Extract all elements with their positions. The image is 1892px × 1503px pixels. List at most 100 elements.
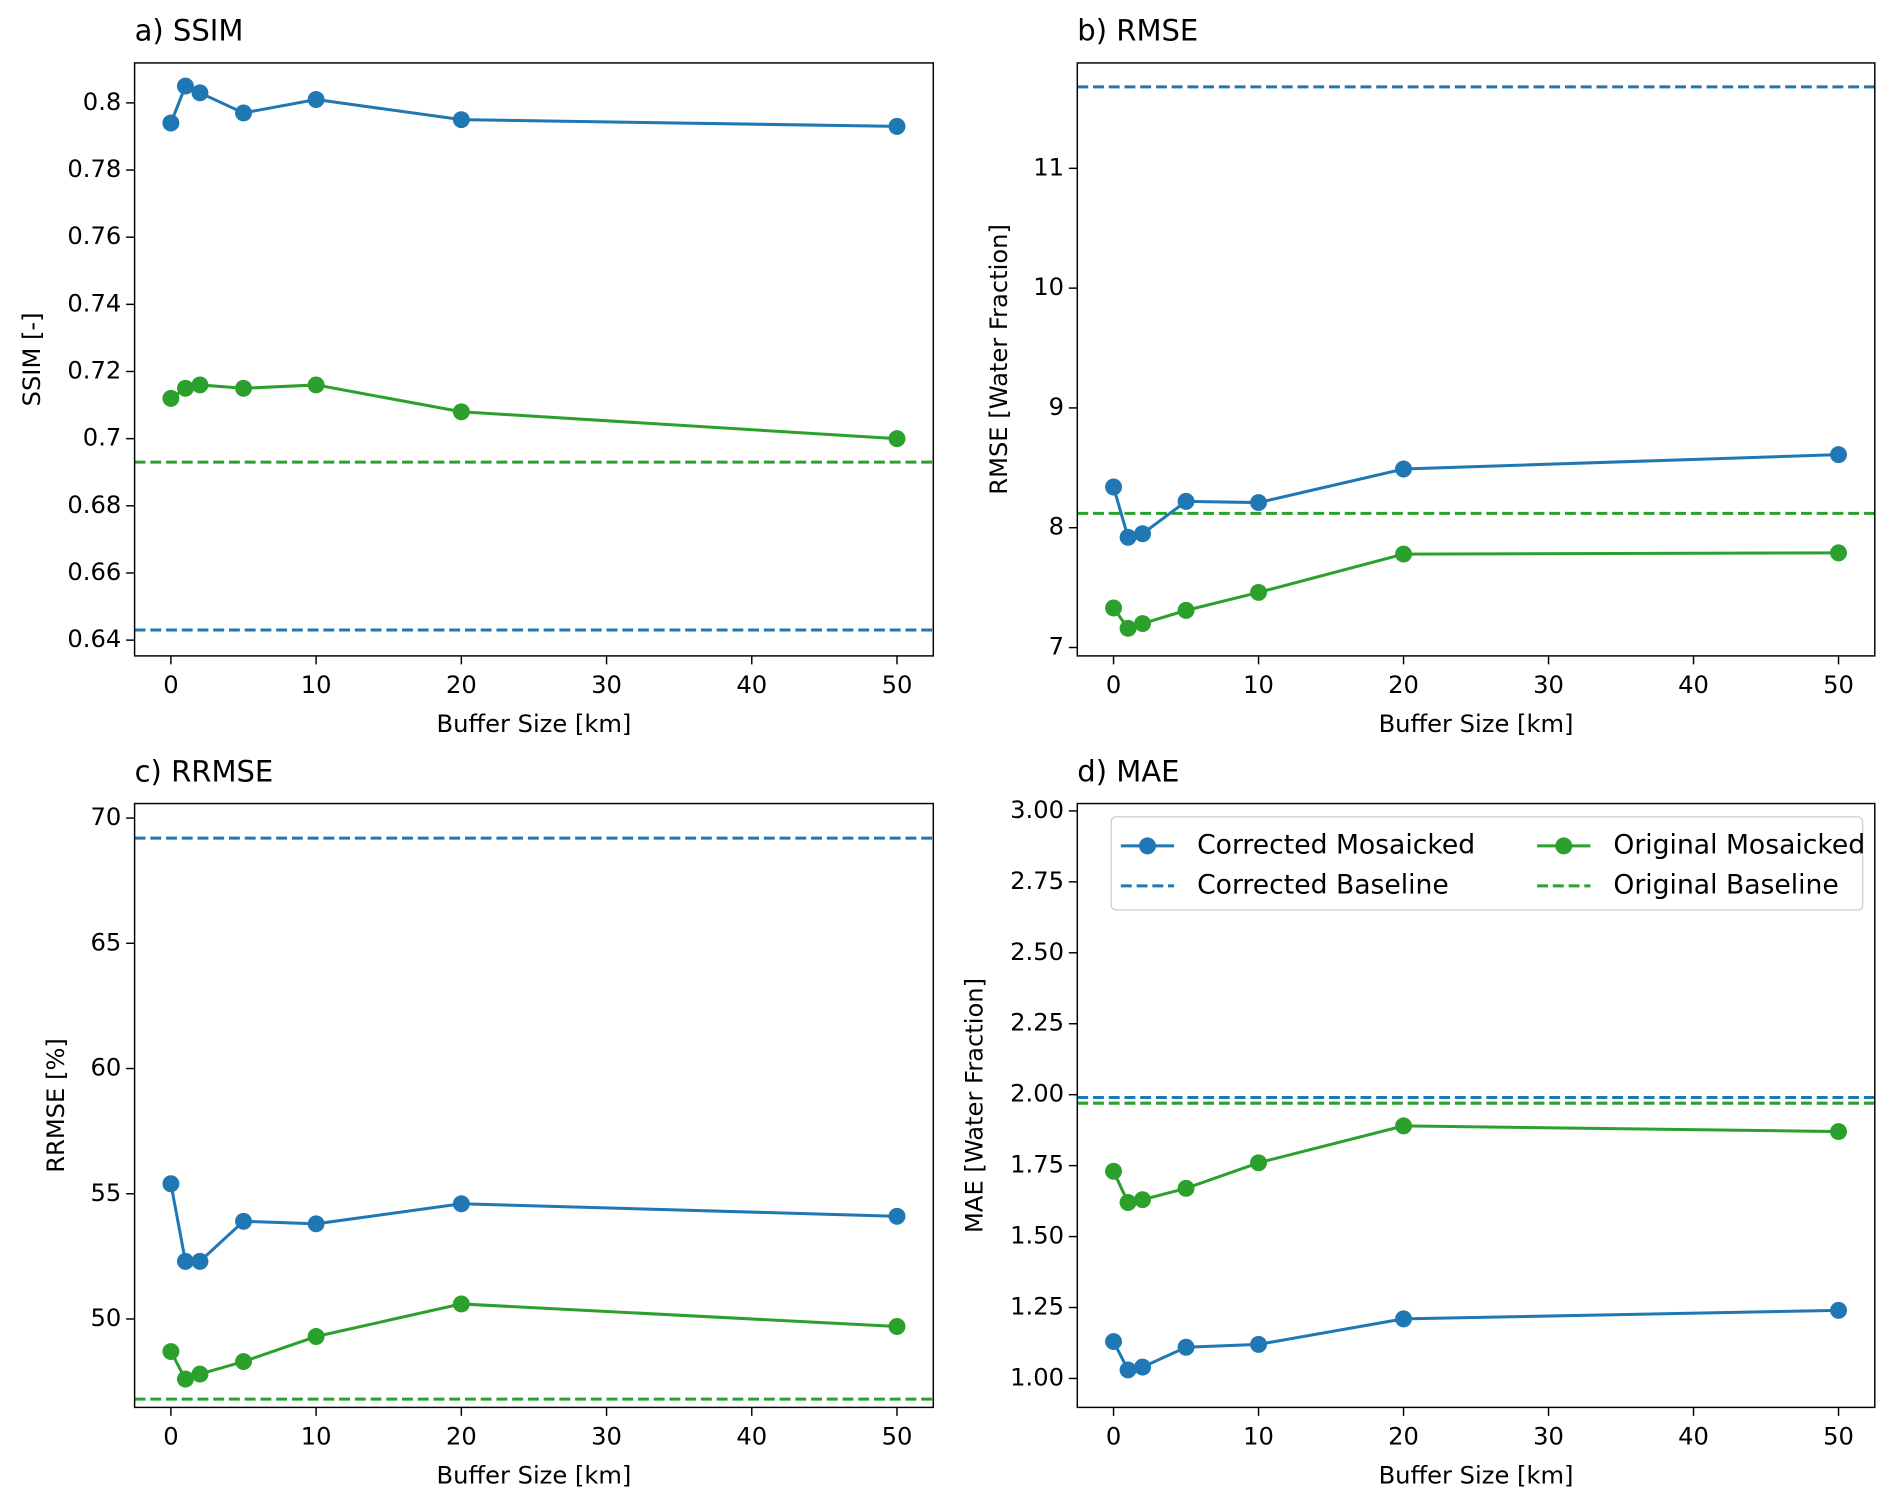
x-tick-label: 40 <box>736 671 767 699</box>
data-point <box>1134 525 1152 543</box>
y-tick-label: 0.8 <box>83 88 121 116</box>
y-tick-label: 0.78 <box>67 155 121 183</box>
data-point <box>1177 492 1195 510</box>
data-point <box>1105 1333 1123 1351</box>
data-point <box>888 430 906 448</box>
y-tick-label: 3.00 <box>1010 796 1064 824</box>
data-point <box>176 1370 194 1388</box>
data-point <box>452 111 470 129</box>
y-tick-label: 2.50 <box>1010 938 1064 966</box>
subplot-title: a) SSIM <box>135 14 244 48</box>
x-tick-label: 40 <box>1678 1423 1709 1451</box>
y-tick-label: 8 <box>1049 513 1064 541</box>
subplot-title: b) RMSE <box>1077 14 1198 48</box>
y-axis-label: MAE [Water Fraction] <box>961 978 989 1233</box>
x-axis-label: Buffer Size [km] <box>437 1461 632 1489</box>
x-tick-label: 50 <box>1823 671 1854 699</box>
data-point <box>1119 619 1137 637</box>
data-point <box>191 1365 209 1383</box>
subplot: c) RRMSE 0 10 20 30 40 50 50 55 60 65 70 Buffer Size… <box>42 754 935 1489</box>
x-tick-label: 10 <box>301 1423 332 1451</box>
data-point <box>176 77 194 95</box>
data-point <box>191 84 209 102</box>
y-axis-label: SSIM [-] <box>18 312 46 406</box>
data-point <box>235 1212 252 1230</box>
x-tick-label: 0 <box>1106 1423 1121 1451</box>
x-tick-label: 50 <box>882 1423 913 1451</box>
data-point <box>1119 528 1137 546</box>
x-tick-label: 10 <box>1243 671 1274 699</box>
y-tick-label: 2.00 <box>1010 1080 1064 1108</box>
legend-label: Original Mosaicked <box>1613 829 1865 860</box>
x-tick-label: 20 <box>1388 671 1419 699</box>
axes-frame <box>1076 62 1876 657</box>
x-tick-label: 10 <box>301 671 332 699</box>
y-tick-label: 9 <box>1049 393 1064 421</box>
data-point <box>452 1295 470 1313</box>
data-point <box>191 376 209 394</box>
data-point <box>162 1175 180 1193</box>
y-tick-label: 60 <box>91 1054 122 1082</box>
data-point <box>1395 460 1413 478</box>
x-tick-label: 30 <box>1533 671 1564 699</box>
y-tick-label: 1.25 <box>1010 1293 1064 1321</box>
legend-label: Corrected Baseline <box>1197 869 1449 900</box>
x-tick-label: 0 <box>163 1423 178 1451</box>
y-tick-label: 55 <box>91 1179 122 1207</box>
series-line <box>170 383 898 441</box>
data-point <box>1830 544 1848 562</box>
data-point <box>307 376 325 394</box>
y-tick-label: 0.76 <box>67 222 121 250</box>
legend-label: Original Baseline <box>1613 869 1838 900</box>
y-tick-label: 50 <box>91 1304 122 1332</box>
y-tick-label: 0.7 <box>83 424 121 452</box>
data-point <box>307 91 325 108</box>
data-point <box>1177 601 1195 619</box>
data-point <box>307 1328 325 1345</box>
data-point <box>162 389 180 407</box>
x-tick-label: 30 <box>591 1423 622 1451</box>
axes-frame <box>133 802 935 1409</box>
data-point <box>307 1215 325 1233</box>
y-tick-label: 1.50 <box>1010 1222 1064 1250</box>
data-point <box>162 114 180 132</box>
data-point <box>162 1343 180 1361</box>
y-tick-label: 1.75 <box>1010 1151 1064 1179</box>
data-point <box>1177 1338 1195 1356</box>
data-point <box>452 403 470 421</box>
y-tick-label: 2.25 <box>1010 1009 1064 1037</box>
x-axis-label: Buffer Size [km] <box>1379 710 1574 738</box>
data-point <box>1395 1117 1413 1135</box>
subplot-title: c) RRMSE <box>135 754 274 788</box>
x-tick-label: 50 <box>882 671 913 699</box>
data-point <box>888 117 906 135</box>
legend: Corrected Mosaicked Corrected Baseline Ori… <box>1110 816 1865 911</box>
data-point <box>235 1353 252 1371</box>
data-point <box>888 1207 906 1225</box>
subplot: d) MAE 0 10 20 30 40 50 1.00 1.25 1.50 1.75 2.00 2.2… <box>961 754 1876 1489</box>
y-axis-label: RMSE [Water Fraction] <box>985 224 1013 495</box>
x-tick-label: 30 <box>591 671 622 699</box>
series-line <box>1112 453 1839 540</box>
data-point <box>1250 583 1268 601</box>
y-axis-label: RRMSE [%] <box>42 1038 70 1173</box>
series-line <box>169 1302 898 1381</box>
data-point <box>888 1318 906 1335</box>
subplot: b) RMSE 0 10 20 30 40 50 7 8 9 10 11 Buffer Size [km… <box>985 14 1876 738</box>
y-tick-label: 0.64 <box>67 625 121 653</box>
data-point <box>191 1252 209 1270</box>
data-point <box>1250 1154 1268 1172</box>
x-tick-label: 40 <box>1678 671 1709 699</box>
data-point <box>1830 1123 1848 1141</box>
subplot-title: d) MAE <box>1077 754 1179 788</box>
data-point <box>1395 1310 1413 1328</box>
y-tick-label: 0.66 <box>67 558 121 586</box>
x-tick-label: 0 <box>1106 671 1121 699</box>
subplot: a) SSIM 0 10 20 30 40 50 0.64 0.66 0.68 0.7 0.72 0.7… <box>18 14 935 738</box>
data-point <box>1830 1301 1848 1319</box>
x-tick-label: 40 <box>736 1423 767 1451</box>
data-point <box>1134 1191 1152 1209</box>
data-point <box>452 1195 470 1213</box>
x-tick-label: 20 <box>1388 1423 1419 1451</box>
